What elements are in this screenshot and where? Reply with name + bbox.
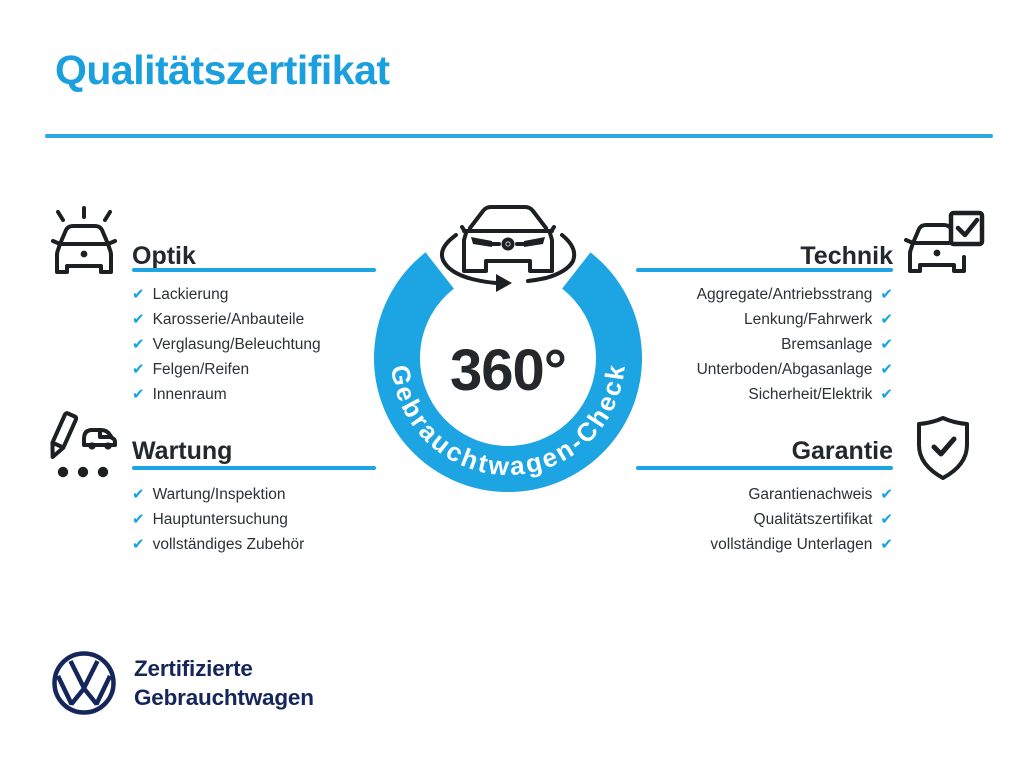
technik-list: Aggregate/Antriebsstrang ✔ Lenkung/Fahrwe…	[593, 287, 893, 403]
wartung-list: ✔ Wartung/Inspektion ✔ Hauptuntersuchung ✔…	[132, 487, 304, 553]
list-item: Garantienachweis ✔	[748, 486, 893, 503]
vw-logo	[52, 651, 116, 715]
check-icon: ✔	[132, 336, 145, 353]
car-checkbox-icon	[904, 210, 985, 273]
check-icon: ✔	[132, 286, 145, 303]
rotation-arrow	[439, 233, 577, 285]
footer-claim: Zertifizierte Gebrauchtwagen	[134, 655, 314, 712]
service-checklist-icon	[50, 411, 117, 478]
list-item: ✔ Verglasung/Beleuchtung	[132, 336, 321, 353]
title-divider	[45, 134, 993, 138]
garantie-divider	[636, 466, 893, 470]
list-item: ✔ Innenraum	[132, 386, 227, 403]
list-item: ✔ Karosserie/Anbauteile	[132, 311, 305, 328]
list-item: Unterboden/Abgasanlage ✔	[696, 361, 893, 378]
check-icon: ✔	[132, 536, 145, 553]
list-item: Aggregate/Antriebsstrang ✔	[696, 286, 893, 303]
check-icon: ✔	[880, 386, 893, 403]
footer-claim-line1: Zertifizierte	[134, 656, 253, 681]
check-icon: ✔	[880, 511, 893, 528]
list-item: Qualitätszertifikat ✔	[753, 511, 893, 528]
check-icon: ✔	[880, 311, 893, 328]
optik-list: ✔ Lackierung ✔ Karosserie/Anbauteile ✔ Verg…	[132, 287, 321, 403]
list-item: Sicherheit/Elektrik ✔	[748, 386, 893, 403]
page-title: Qualitätszertifikat	[55, 47, 390, 93]
list-item: ✔ Wartung/Inspektion	[132, 486, 286, 503]
badge-degree-label: 360°	[450, 338, 566, 403]
shield-check-icon	[917, 416, 969, 480]
rotating-car-icon	[460, 205, 556, 273]
badge-ring	[374, 252, 642, 492]
check-icon: ✔	[880, 486, 893, 503]
check-icon: ✔	[880, 361, 893, 378]
section-heading-technik: Technik	[800, 242, 893, 270]
check-icon: ✔	[132, 386, 145, 403]
check-icon: ✔	[132, 361, 145, 378]
list-item: ✔ Felgen/Reifen	[132, 361, 250, 378]
check-icon: ✔	[880, 286, 893, 303]
section-heading-garantie: Garantie	[791, 437, 893, 465]
list-item: Bremsanlage ✔	[781, 336, 893, 353]
list-item: Lenkung/Fahrwerk ✔	[744, 311, 893, 328]
list-item: vollständige Unterlagen ✔	[710, 536, 893, 553]
list-item: ✔ vollständiges Zubehör	[132, 536, 305, 553]
wartung-divider	[132, 466, 376, 470]
rotation-arrowhead	[496, 274, 512, 292]
list-item: ✔ Lackierung	[132, 286, 229, 303]
section-heading-optik: Optik	[132, 242, 196, 270]
technik-divider	[636, 268, 893, 272]
check-icon: ✔	[880, 336, 893, 353]
check-icon: ✔	[132, 511, 145, 528]
check-icon: ✔	[880, 536, 893, 553]
footer-claim-line2: Gebrauchtwagen	[134, 684, 314, 710]
optik-divider	[132, 268, 376, 272]
list-item: ✔ Hauptuntersuchung	[132, 511, 288, 528]
sparkling-car-icon	[51, 206, 117, 274]
check-icon: ✔	[132, 311, 145, 328]
section-heading-wartung: Wartung	[132, 437, 233, 465]
360-degree-check-badge: Gebrauchtwagen-Check 360°	[374, 205, 642, 492]
check-icon: ✔	[132, 486, 145, 503]
garantie-list: Garantienachweis ✔ Qualitätszertifikat ✔ v…	[593, 487, 893, 553]
